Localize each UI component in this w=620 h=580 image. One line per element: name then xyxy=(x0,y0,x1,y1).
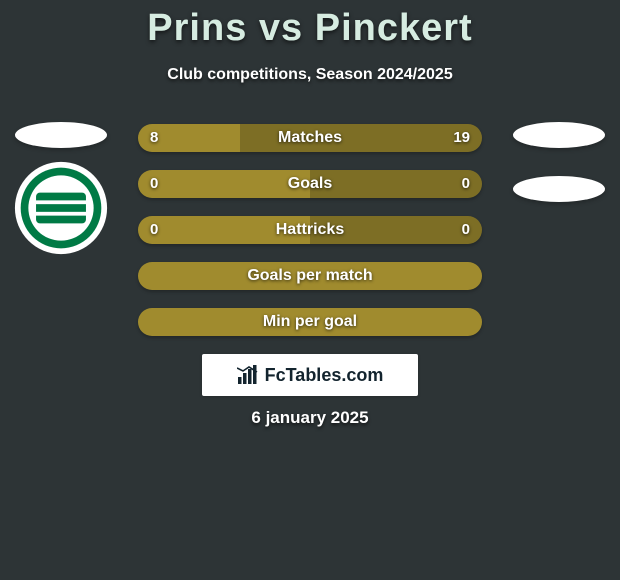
stat-row: 00Hattricks xyxy=(138,216,482,244)
stat-label: Matches xyxy=(138,124,482,152)
attribution-text: FcTables.com xyxy=(265,365,384,386)
stat-label: Hattricks xyxy=(138,216,482,244)
stat-row: 00Goals xyxy=(138,170,482,198)
subtitle: Club competitions, Season 2024/2025 xyxy=(0,66,620,84)
stat-row: 819Matches xyxy=(138,124,482,152)
badge-ellipse xyxy=(513,122,605,148)
stat-label: Goals xyxy=(138,170,482,198)
stat-row-solid: Goals per match xyxy=(138,262,482,290)
attribution-badge[interactable]: FcTables.com xyxy=(202,354,418,396)
left-player-badges xyxy=(6,122,116,256)
right-player-badges xyxy=(504,122,614,214)
chart-bars-icon xyxy=(237,365,261,385)
badge-ellipse xyxy=(15,122,107,148)
snapshot-date: 6 january 2025 xyxy=(0,408,620,428)
stat-rows-container: 819Matches 00Goals 00Hattricks Goals per ma… xyxy=(138,124,482,354)
badge-ellipse xyxy=(513,176,605,202)
page-title: Prins vs Pinckert xyxy=(0,0,620,50)
club-logo-left xyxy=(13,160,109,256)
stat-row-solid: Min per goal xyxy=(138,308,482,336)
